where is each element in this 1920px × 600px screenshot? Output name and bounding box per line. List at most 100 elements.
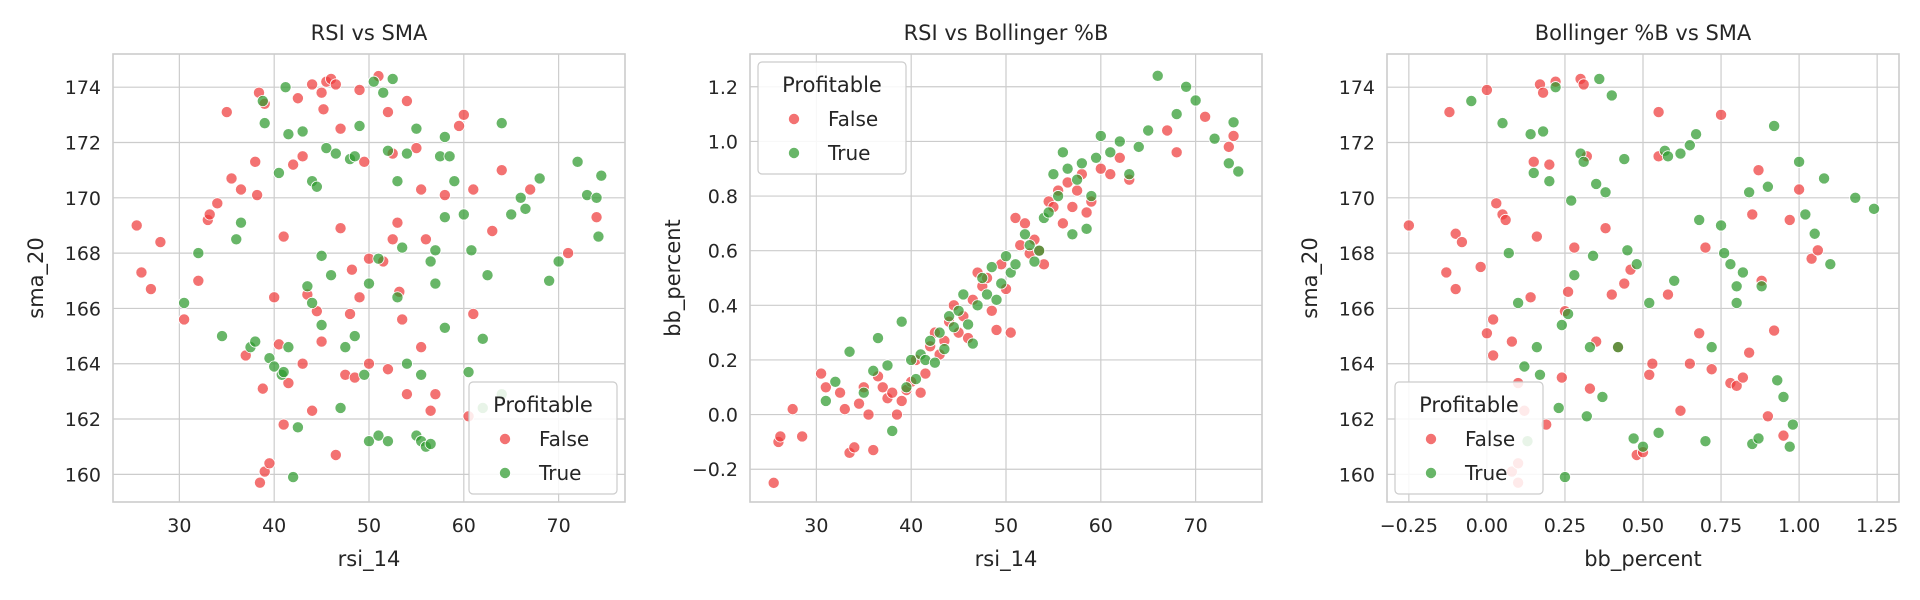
legend-marker <box>788 146 801 159</box>
point-false <box>853 397 866 410</box>
y-axis-label: sma_20 <box>1298 237 1323 319</box>
point-true <box>1652 426 1665 439</box>
point-true <box>1799 208 1812 221</box>
point-false <box>1683 357 1696 370</box>
point-true <box>424 255 437 268</box>
point-true <box>1777 390 1790 403</box>
point-false <box>1555 371 1568 384</box>
legend-title: Profitable <box>1419 393 1519 417</box>
point-true <box>272 166 285 179</box>
point-true <box>1533 368 1546 381</box>
plot-frame <box>112 53 626 503</box>
point-false <box>203 208 216 221</box>
point-true <box>1558 471 1571 484</box>
point-true <box>279 81 292 94</box>
y-tick-label: 168 <box>1339 243 1375 265</box>
point-true <box>315 249 328 262</box>
point-false <box>1490 197 1503 210</box>
point-true <box>367 75 380 88</box>
point-true <box>571 155 584 168</box>
points <box>130 70 608 489</box>
point-true <box>533 172 546 185</box>
point-false <box>1736 371 1749 384</box>
point-false <box>391 216 404 229</box>
point-true <box>1094 129 1107 142</box>
point-false <box>400 95 413 108</box>
point-false <box>225 172 238 185</box>
point-true <box>590 191 603 204</box>
point-false <box>1199 110 1212 123</box>
legend-marker <box>1425 432 1438 445</box>
point-true <box>381 144 394 157</box>
point-false <box>438 189 451 202</box>
y-tick-label: 160 <box>1339 464 1375 486</box>
legend-label: False <box>828 107 878 131</box>
legend-marker <box>788 113 801 126</box>
point-true <box>957 288 970 301</box>
y-tick-label: 174 <box>1339 77 1375 99</box>
points <box>1402 72 1881 489</box>
point-true <box>192 247 205 260</box>
point-true <box>1208 132 1221 145</box>
point-true <box>1824 258 1837 271</box>
point-false <box>1402 219 1415 232</box>
point-true <box>1562 307 1575 320</box>
point-true <box>819 394 832 407</box>
point-true <box>1512 296 1525 309</box>
point-false <box>1568 241 1581 254</box>
legend-label: False <box>539 427 589 451</box>
point-true <box>256 95 269 108</box>
point-false <box>1562 285 1575 298</box>
point-true <box>315 319 328 332</box>
point-true <box>962 318 975 331</box>
point-false <box>1487 313 1500 326</box>
point-true <box>1056 146 1069 159</box>
point-true <box>1587 249 1600 262</box>
x-tick-label: 70 <box>1184 515 1208 537</box>
point-false <box>1080 206 1093 219</box>
point-true <box>400 357 413 370</box>
point-true <box>1771 374 1784 387</box>
y-tick-label: 172 <box>1339 132 1375 154</box>
point-true <box>410 122 423 135</box>
point-true <box>1808 227 1821 240</box>
point-false <box>1783 213 1796 226</box>
y-tick-label: 162 <box>65 409 101 431</box>
point-true <box>1496 117 1509 130</box>
point-false <box>862 408 875 421</box>
point-true <box>287 471 300 484</box>
legend: Profitable False True <box>757 61 907 175</box>
point-true <box>1583 341 1596 354</box>
x-tick-label: 0.25 <box>1544 515 1586 537</box>
point-false <box>1805 252 1818 265</box>
point-true <box>1028 255 1041 268</box>
point-false <box>291 92 304 105</box>
point-false <box>263 457 276 470</box>
point-false <box>524 183 537 196</box>
point-true <box>1227 116 1240 129</box>
point-false <box>1170 146 1183 159</box>
legend-label: True <box>538 461 581 485</box>
y-tick-label: 168 <box>65 243 101 265</box>
point-true <box>1066 228 1079 241</box>
point-true <box>1743 186 1756 199</box>
point-true <box>1023 239 1036 252</box>
x-tick-label: 30 <box>804 515 828 537</box>
point-true <box>1752 432 1765 445</box>
point-false <box>1715 108 1728 121</box>
x-axis-label: rsi_14 <box>338 547 401 572</box>
point-true <box>1621 244 1634 257</box>
point-true <box>1033 244 1046 257</box>
point-false <box>381 363 394 376</box>
point-true <box>353 119 366 132</box>
point-true <box>971 299 984 312</box>
point-true <box>438 211 451 224</box>
point-true <box>1000 250 1013 263</box>
point-true <box>519 202 532 215</box>
x-tick-label: 40 <box>262 515 286 537</box>
point-false <box>1583 382 1596 395</box>
point-true <box>1705 341 1718 354</box>
point-false <box>1577 78 1590 91</box>
point-true <box>495 117 508 130</box>
point-false <box>1487 349 1500 362</box>
